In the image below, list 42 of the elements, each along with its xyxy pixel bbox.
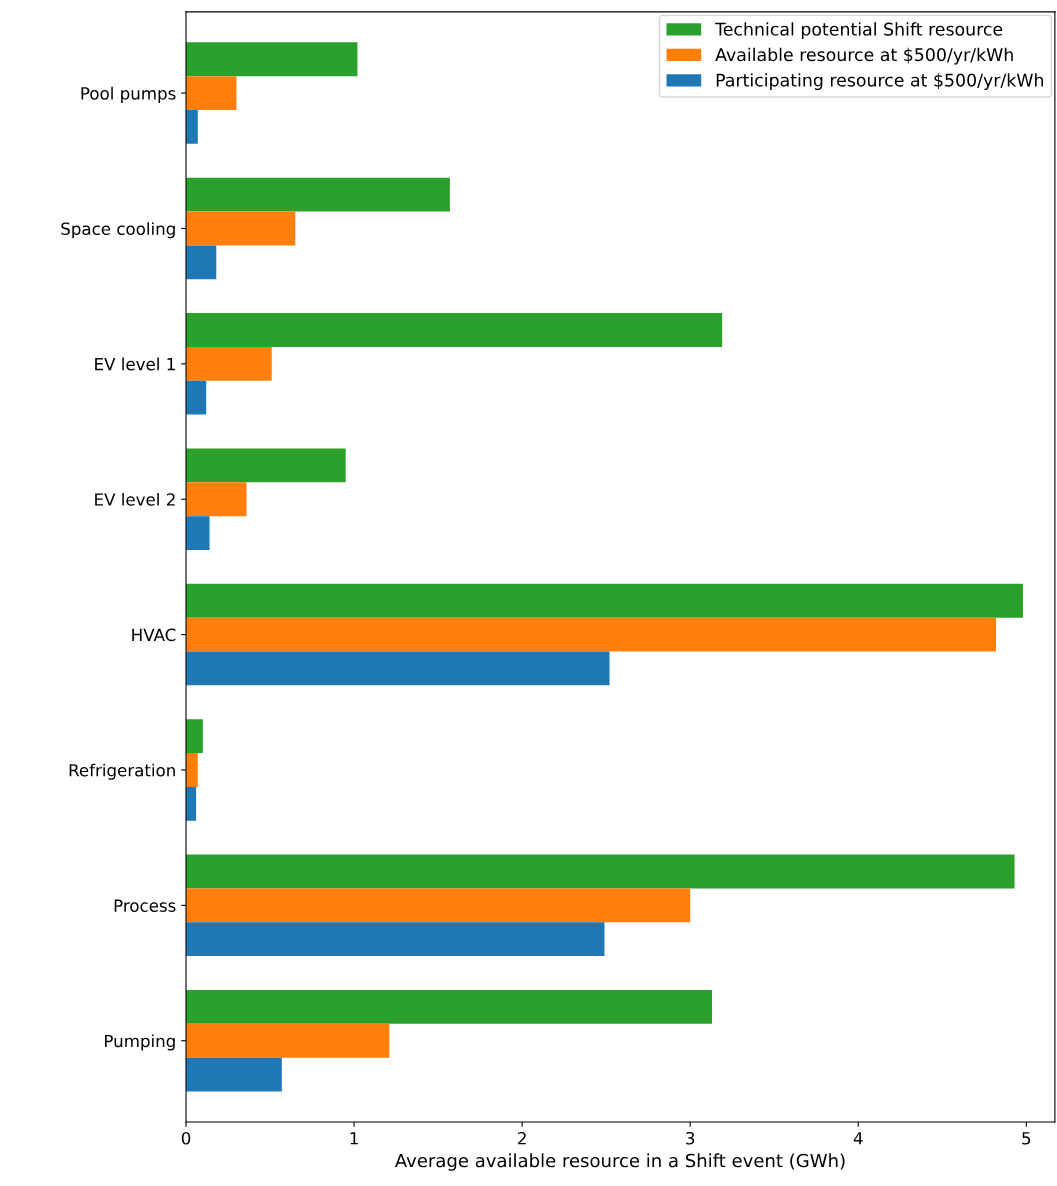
legend-label: Available resource at $500/yr/kWh <box>715 47 1013 65</box>
y-tick-label: EV level 2 <box>95 492 175 506</box>
bar <box>186 922 605 957</box>
bar <box>186 989 713 1024</box>
bar <box>186 651 610 686</box>
y-tick-label: EV level 1 <box>95 357 175 371</box>
bar <box>186 245 217 280</box>
y-tick-label: Space cooling <box>61 222 175 239</box>
x-tick-label: 0 <box>181 1131 191 1145</box>
y-tick-label: Pool pumps <box>81 86 176 103</box>
bar <box>186 888 691 923</box>
bar <box>186 1023 390 1058</box>
bar <box>186 211 296 246</box>
y-tick-label: Refrigeration <box>69 763 175 780</box>
legend-label: Participating resource at $500/yr/kWh <box>716 73 1043 91</box>
bar <box>186 177 450 212</box>
bar <box>186 1057 282 1092</box>
y-tick-label: Process <box>114 899 176 912</box>
bar <box>186 42 358 77</box>
bar <box>186 448 346 483</box>
bar <box>186 786 197 821</box>
bar <box>186 617 997 652</box>
bar <box>186 313 723 347</box>
x-tick-label: 4 <box>853 1132 863 1145</box>
bar <box>186 753 198 787</box>
x-tick-label: 5 <box>1022 1132 1031 1145</box>
y-tick-label: Pumping <box>105 1034 175 1051</box>
x-tick-label: 2 <box>518 1131 526 1145</box>
x-tick-label: 1 <box>350 1132 358 1145</box>
legend-label: Technical potential Shift resource <box>715 22 1003 40</box>
bar <box>186 583 1023 618</box>
bar <box>186 110 198 144</box>
y-tick-label: HVAC <box>132 628 176 642</box>
bar <box>186 482 247 517</box>
x-tick-label: 3 <box>686 1131 695 1145</box>
bar <box>186 719 203 754</box>
bar <box>186 854 1015 889</box>
bar <box>186 380 207 415</box>
x-axis-title: Average available resource in a Shift event (GWh) <box>394 1153 845 1171</box>
bar <box>186 346 272 381</box>
bar <box>186 76 237 111</box>
bar <box>186 516 210 550</box>
